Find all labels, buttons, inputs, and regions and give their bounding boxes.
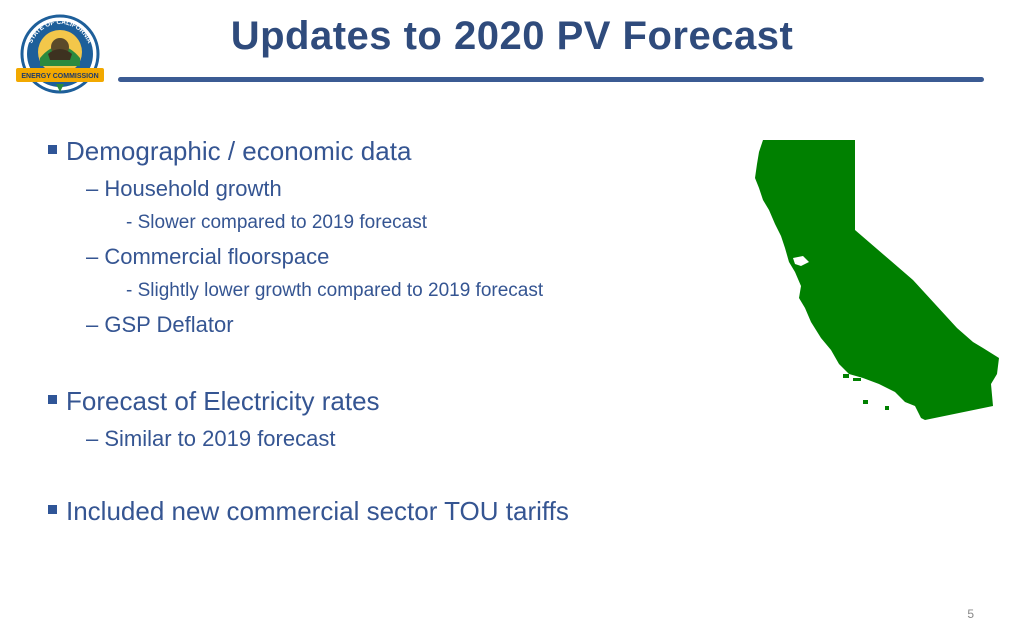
bullet-commercial-tou: Included new commercial sector TOU tarif… xyxy=(48,496,569,527)
sub-bullet-household-growth: – Household growth xyxy=(86,176,282,201)
page-title: Updates to 2020 PV Forecast xyxy=(230,14,794,58)
bullet-label: Included new commercial sector TOU tarif… xyxy=(66,496,569,526)
sub-bullet-similar-2019: – Similar to 2019 forecast xyxy=(86,426,336,451)
detail-household-growth: - Slower compared to 2019 forecast xyxy=(126,212,427,233)
page-number: 5 xyxy=(967,607,974,621)
california-energy-commission-logo: ENERGY COMMISSION STATE OF CALIFORNIA xyxy=(16,14,104,94)
bullet-label: Forecast of Electricity rates xyxy=(66,386,380,416)
sub-bullet-commercial-floorspace: – Commercial floorspace xyxy=(86,244,330,269)
square-bullet-icon xyxy=(48,394,57,404)
bullet-demographic: Demographic / economic data xyxy=(48,136,411,167)
bullet-electricity-rates: Forecast of Electricity rates xyxy=(48,386,380,417)
california-map xyxy=(755,140,999,420)
sub-bullet-gsp-deflator: – GSP Deflator xyxy=(86,312,234,337)
bullet-label: Demographic / economic data xyxy=(66,136,412,166)
title-underline xyxy=(118,77,984,82)
svg-text:ENERGY COMMISSION: ENERGY COMMISSION xyxy=(21,73,98,80)
detail-commercial-floorspace: - Slightly lower growth compared to 2019… xyxy=(126,280,544,301)
square-bullet-icon xyxy=(48,144,57,154)
square-bullet-icon xyxy=(48,504,57,514)
